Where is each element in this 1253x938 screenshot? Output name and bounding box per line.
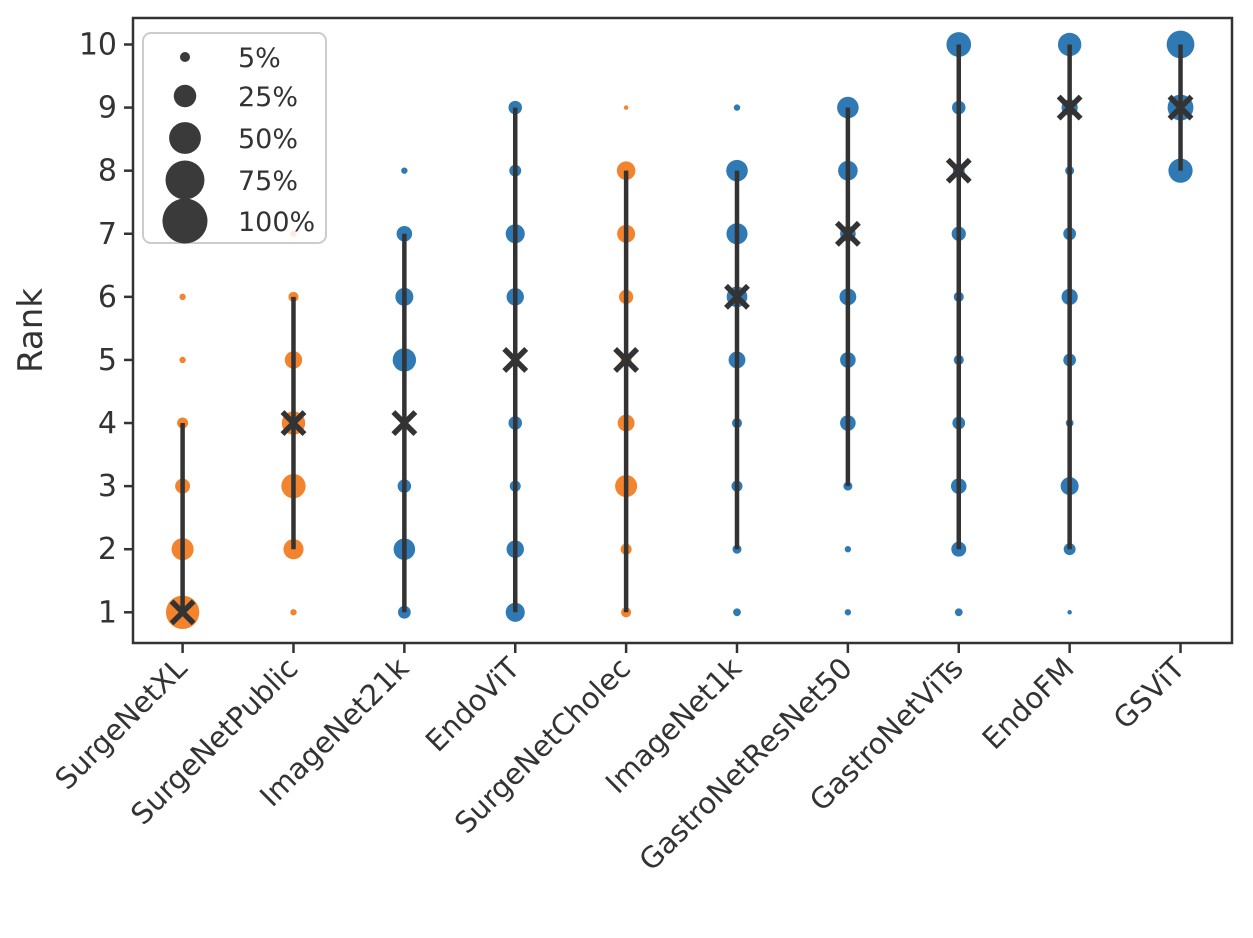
legend-size-dot — [179, 51, 191, 63]
x-tick-label: GSViT — [1107, 651, 1192, 736]
rank-dot — [623, 105, 629, 110]
y-tick-label: 10 — [79, 27, 117, 62]
model-column — [502, 100, 529, 622]
model-column — [165, 293, 200, 629]
mean-rank-x-marker — [1167, 94, 1194, 121]
y-tick-label: 1 — [98, 595, 117, 630]
mean-rank-x-marker — [613, 346, 640, 373]
y-tick-label: 2 — [98, 532, 117, 567]
legend-size-dot — [162, 198, 208, 244]
legend-label: 5% — [238, 43, 281, 74]
legend-label: 25% — [238, 82, 298, 113]
mean-rank-x-marker — [169, 599, 196, 626]
legend-label: 75% — [238, 166, 298, 197]
mean-rank-x-marker — [280, 410, 307, 436]
legend-label: 100% — [238, 207, 315, 238]
y-tick-label: 9 — [98, 91, 117, 126]
rank-dot — [396, 225, 413, 242]
rank-dot — [401, 167, 408, 174]
mean-rank-x-marker — [834, 220, 861, 247]
model-column — [613, 105, 640, 618]
rank-dot — [1067, 610, 1072, 615]
rank-dot — [844, 546, 852, 553]
y-tick-label: 7 — [98, 217, 117, 252]
rank-dot — [733, 608, 741, 617]
mean-rank-x-marker — [945, 157, 972, 184]
rank-dot — [844, 609, 852, 616]
model-column — [280, 230, 307, 616]
legend-size-dot — [165, 160, 205, 200]
model-column — [945, 32, 972, 617]
y-tick-label: 6 — [98, 280, 117, 315]
rank-dot — [954, 608, 963, 617]
rank-dot — [179, 293, 186, 301]
model-column — [1166, 30, 1195, 183]
rank-dot — [616, 161, 636, 180]
rank-dot — [179, 356, 186, 364]
x-tick-label: EndoFM — [976, 651, 1081, 756]
y-axis-label: Rank — [11, 288, 51, 373]
y-tick-label: 3 — [98, 469, 117, 504]
model-column — [1056, 32, 1083, 615]
size-legend: 5% 25% 50% 75% 100% — [142, 32, 327, 244]
x-tick-label: GastroNetResNet50 — [632, 651, 858, 877]
y-tick-label: 5 — [98, 343, 117, 378]
mean-rank-x-marker — [502, 346, 529, 373]
mean-rank-x-marker — [391, 410, 418, 436]
model-column — [724, 104, 750, 617]
rank-dot — [290, 609, 297, 616]
mean-rank-x-marker — [1056, 94, 1083, 121]
legend-label: 50% — [238, 124, 298, 155]
x-tick-label: EndoViT — [419, 651, 527, 759]
y-tick-label: 4 — [98, 406, 117, 441]
y-tick-label: 8 — [98, 154, 117, 189]
model-column — [391, 167, 418, 619]
plot-spines — [131, 16, 1234, 645]
rank-dot — [733, 104, 741, 111]
mean-rank-x-marker — [724, 283, 750, 310]
legend-size-dot — [173, 84, 197, 108]
rank-dot — [621, 607, 632, 618]
model-column — [834, 96, 861, 616]
legend-size-dot — [169, 122, 201, 154]
